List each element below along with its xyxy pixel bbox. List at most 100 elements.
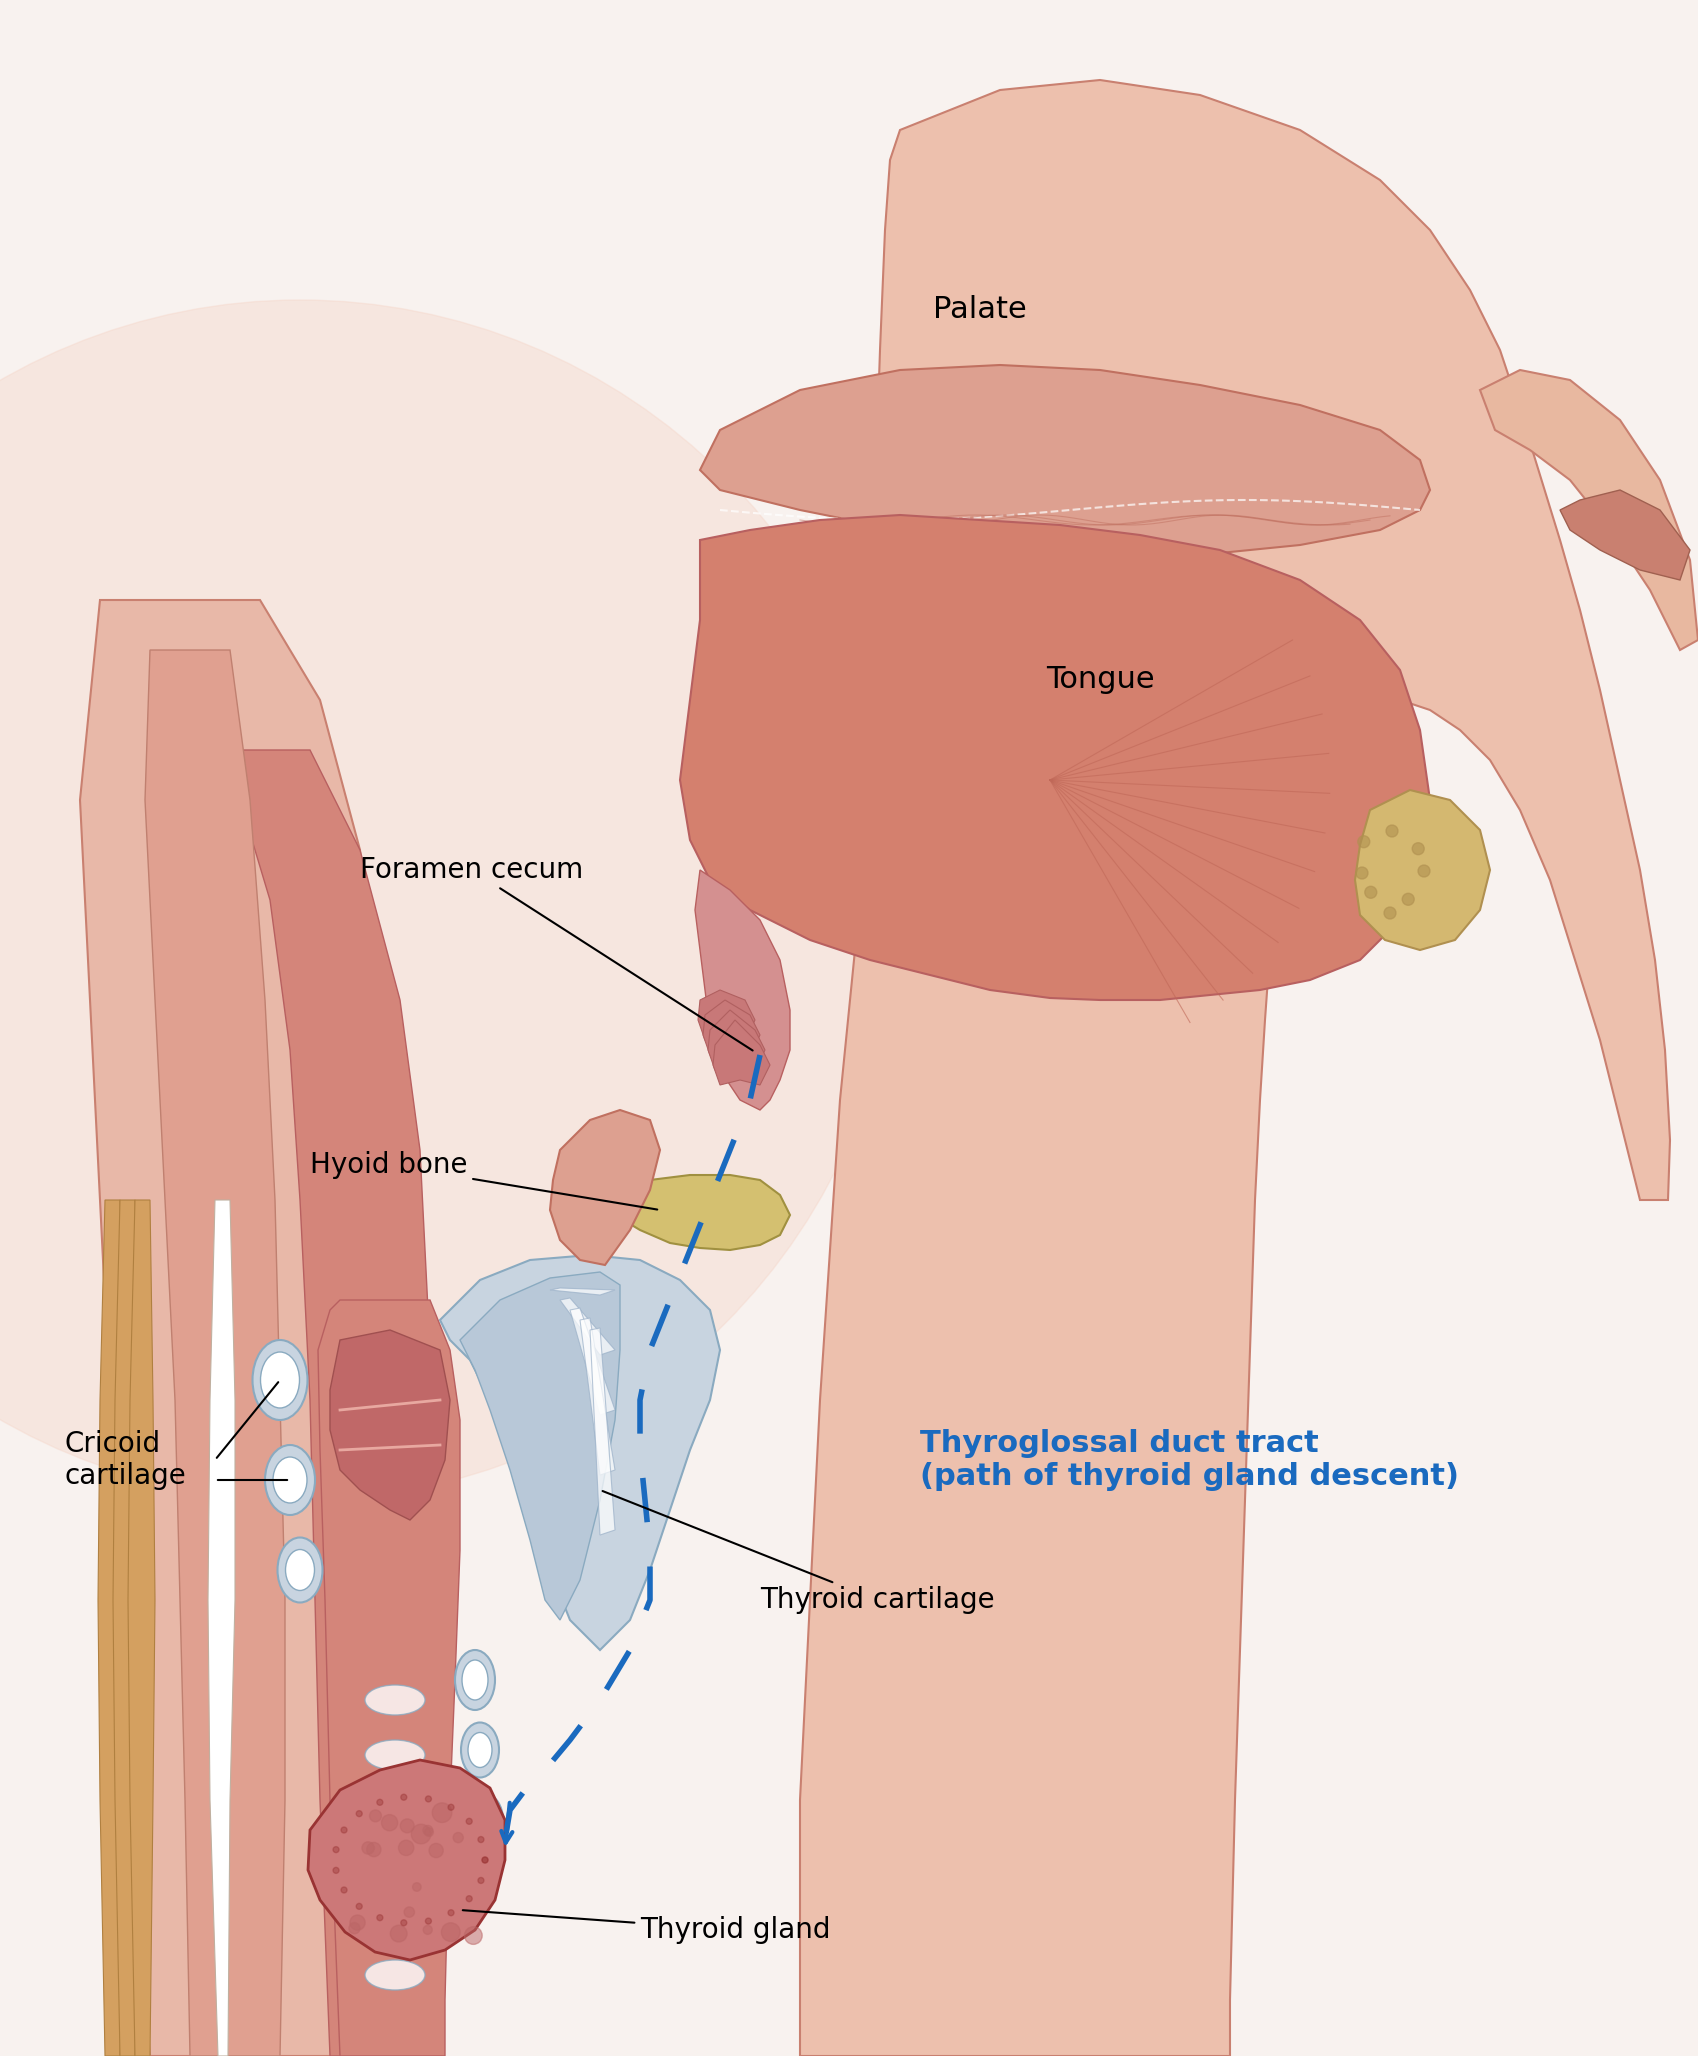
Circle shape	[401, 1795, 408, 1801]
Ellipse shape	[253, 1341, 307, 1421]
Circle shape	[382, 1815, 397, 1830]
Text: Thyroglossal duct tract
(path of thyroid gland descent): Thyroglossal duct tract (path of thyroid…	[920, 1429, 1459, 1491]
Circle shape	[1413, 843, 1425, 855]
Circle shape	[341, 1828, 346, 1834]
Polygon shape	[329, 1330, 450, 1519]
Ellipse shape	[285, 1550, 314, 1591]
Ellipse shape	[365, 1906, 424, 1935]
Ellipse shape	[365, 1959, 424, 1990]
Polygon shape	[581, 1318, 615, 1474]
Circle shape	[423, 1826, 433, 1836]
Polygon shape	[127, 1201, 155, 2056]
Polygon shape	[80, 600, 409, 2056]
Circle shape	[426, 1797, 431, 1801]
Text: Foramen cecum: Foramen cecum	[360, 855, 752, 1051]
Ellipse shape	[455, 1651, 496, 1711]
Circle shape	[333, 1846, 340, 1852]
Polygon shape	[229, 750, 440, 2056]
Text: Tongue: Tongue	[1046, 666, 1155, 695]
Circle shape	[482, 1857, 487, 1863]
Circle shape	[477, 1877, 484, 1883]
Polygon shape	[703, 999, 761, 1061]
Polygon shape	[440, 1254, 720, 1651]
Ellipse shape	[469, 1733, 492, 1768]
Polygon shape	[571, 1308, 615, 1415]
Polygon shape	[98, 1201, 126, 2056]
Circle shape	[482, 1857, 487, 1863]
Circle shape	[391, 1924, 408, 1943]
Circle shape	[467, 1818, 472, 1824]
Circle shape	[477, 1836, 484, 1842]
Ellipse shape	[474, 1803, 496, 1836]
Polygon shape	[1560, 489, 1690, 580]
Text: Thyroid cartilage: Thyroid cartilage	[603, 1491, 995, 1614]
Ellipse shape	[462, 1659, 487, 1700]
Circle shape	[357, 1811, 362, 1818]
Ellipse shape	[365, 1795, 424, 1826]
Polygon shape	[460, 1273, 620, 1620]
Circle shape	[401, 1920, 408, 1926]
Polygon shape	[679, 514, 1430, 999]
Circle shape	[377, 1914, 382, 1920]
Text: Thyroid gland: Thyroid gland	[464, 1910, 830, 1945]
Circle shape	[1358, 835, 1370, 847]
Circle shape	[0, 300, 900, 1501]
Ellipse shape	[365, 1850, 424, 1879]
Polygon shape	[713, 1020, 769, 1086]
Circle shape	[413, 1883, 421, 1892]
Polygon shape	[560, 1297, 615, 1355]
Circle shape	[433, 1803, 452, 1822]
Ellipse shape	[365, 1686, 424, 1715]
Circle shape	[357, 1904, 362, 1910]
Text: Palate: Palate	[934, 296, 1027, 325]
Polygon shape	[589, 1328, 615, 1536]
Ellipse shape	[277, 1538, 323, 1602]
Circle shape	[1403, 892, 1414, 905]
Circle shape	[1365, 886, 1377, 898]
Ellipse shape	[365, 1739, 424, 1770]
Circle shape	[423, 1924, 433, 1935]
Polygon shape	[698, 991, 756, 1051]
Polygon shape	[610, 1174, 790, 1250]
Polygon shape	[550, 1287, 615, 1295]
Circle shape	[426, 1918, 431, 1924]
Polygon shape	[144, 650, 285, 2056]
Circle shape	[441, 1922, 460, 1941]
Polygon shape	[694, 870, 790, 1110]
Ellipse shape	[260, 1353, 299, 1408]
Circle shape	[350, 1914, 365, 1931]
Circle shape	[465, 1926, 482, 1945]
Polygon shape	[114, 1201, 139, 2056]
Ellipse shape	[467, 1795, 503, 1846]
Circle shape	[1418, 866, 1430, 878]
Polygon shape	[700, 366, 1430, 555]
Ellipse shape	[460, 1723, 499, 1778]
Circle shape	[1384, 907, 1396, 919]
Text: Cricoid
cartilage: Cricoid cartilage	[65, 1429, 187, 1491]
Circle shape	[424, 1828, 433, 1836]
Polygon shape	[307, 1760, 504, 1959]
Circle shape	[430, 1844, 443, 1859]
Circle shape	[341, 1887, 346, 1894]
Circle shape	[453, 1832, 464, 1842]
Ellipse shape	[273, 1458, 307, 1503]
Circle shape	[401, 1820, 414, 1832]
Circle shape	[370, 1809, 382, 1822]
Polygon shape	[708, 1009, 766, 1069]
Polygon shape	[1355, 790, 1491, 950]
Ellipse shape	[265, 1445, 316, 1515]
Circle shape	[1357, 868, 1369, 880]
Polygon shape	[1481, 370, 1698, 650]
Circle shape	[448, 1805, 453, 1809]
Text: Hyoid bone: Hyoid bone	[311, 1151, 657, 1209]
Circle shape	[348, 1922, 360, 1935]
Circle shape	[399, 1840, 414, 1855]
Circle shape	[467, 1896, 472, 1902]
Polygon shape	[800, 80, 1671, 2056]
Polygon shape	[318, 1299, 460, 2056]
Circle shape	[404, 1906, 414, 1918]
Circle shape	[367, 1842, 380, 1857]
Circle shape	[377, 1799, 382, 1805]
Circle shape	[362, 1842, 374, 1855]
Circle shape	[1386, 824, 1397, 837]
